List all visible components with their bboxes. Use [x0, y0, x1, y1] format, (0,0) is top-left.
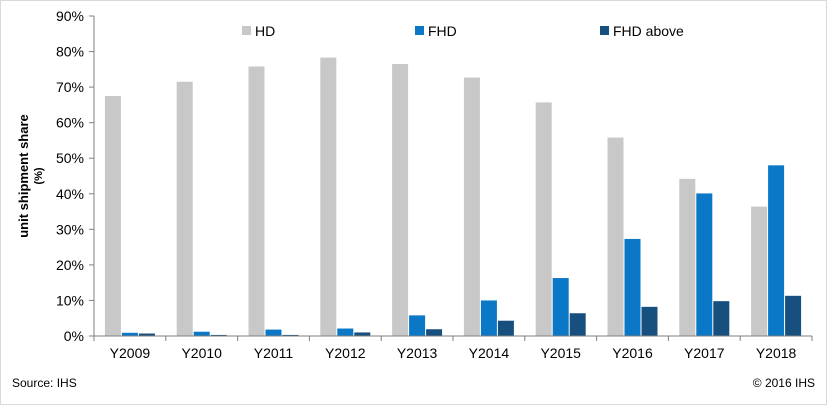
legend: HD FHD FHD above: [242, 23, 684, 39]
legend-label: HD: [255, 23, 275, 39]
y-tick-label: 30%: [56, 221, 84, 237]
x-tick-label: Y2014: [469, 345, 510, 361]
y-axis-ticks: 0% 10% 20% 30% 40% 50% 60% 70% 80% 90%: [56, 8, 94, 344]
y-tick-label: 90%: [56, 8, 84, 24]
bar-fhd-above: [713, 301, 730, 336]
bar-fhd: [121, 332, 138, 336]
legend-swatch: [600, 26, 609, 35]
y-tick-label: 10%: [56, 292, 84, 308]
y-axis-label-line1: unit shipment share: [16, 114, 31, 238]
x-tick-label: Y2015: [540, 345, 581, 361]
bar-fhd-above: [138, 333, 155, 336]
bar-hd: [463, 77, 480, 336]
bar-fhd: [480, 300, 497, 336]
y-tick-label: 80%: [56, 44, 84, 60]
y-tick-label: 60%: [56, 115, 84, 131]
legend-label: FHD: [428, 23, 457, 39]
bar-hd: [535, 102, 552, 337]
bar-hd: [392, 64, 409, 336]
y-tick-label: 40%: [56, 186, 84, 202]
y-axis-label: unit shipment share (%): [16, 114, 45, 238]
y-tick-label: 50%: [56, 150, 84, 166]
bar-chart: unit shipment share (%) 0% 10% 20% 30% 40% 50…: [16, 8, 813, 361]
bar-fhd-above: [282, 334, 299, 336]
y-tick-label: 20%: [56, 257, 84, 273]
bar-fhd-above: [641, 306, 658, 336]
y-tick-label: 0%: [64, 328, 84, 344]
x-tick-label: Y2013: [397, 345, 438, 361]
copyright-note: © 2016 IHS: [752, 376, 815, 390]
y-axis-label-line2: (%): [33, 167, 45, 184]
bar-hd: [607, 137, 624, 336]
bar-fhd-above: [569, 313, 586, 336]
bar-fhd: [409, 315, 426, 336]
bar-fhd-above: [497, 320, 514, 336]
bar-fhd: [265, 329, 282, 336]
x-tick-label: Y2010: [181, 345, 222, 361]
bar-hd: [320, 57, 337, 336]
bar-hd: [104, 96, 121, 336]
x-tick-label: Y2016: [612, 345, 653, 361]
x-tick-label: Y2011: [254, 345, 294, 361]
bar-fhd-above: [426, 329, 443, 336]
bars: [104, 57, 802, 337]
source-note: Source: IHS: [12, 376, 77, 390]
bar-fhd-above: [354, 332, 371, 336]
bar-hd: [248, 66, 265, 336]
x-tick-label: Y2017: [684, 345, 725, 361]
bar-hd: [751, 206, 768, 336]
bar-fhd: [337, 328, 354, 336]
bar-fhd: [193, 331, 210, 336]
bar-hd: [176, 81, 193, 337]
x-tick-label: Y2012: [325, 345, 366, 361]
bar-fhd-above: [785, 295, 802, 336]
x-tick-label: Y2009: [110, 345, 151, 361]
bar-hd: [679, 178, 696, 336]
legend-swatch: [242, 26, 251, 35]
bar-fhd: [696, 193, 713, 336]
bar-fhd-above: [210, 334, 227, 336]
y-tick-label: 70%: [56, 79, 84, 95]
x-axis-ticks: Y2009 Y2010 Y2011 Y2012 Y2013 Y2014 Y2015 Y2016…: [93, 336, 813, 361]
legend-swatch: [415, 26, 424, 35]
bar-fhd: [768, 165, 785, 336]
bar-fhd: [624, 238, 641, 336]
legend-label: FHD above: [613, 23, 684, 39]
bar-fhd: [552, 278, 569, 336]
x-tick-label: Y2018: [756, 345, 797, 361]
